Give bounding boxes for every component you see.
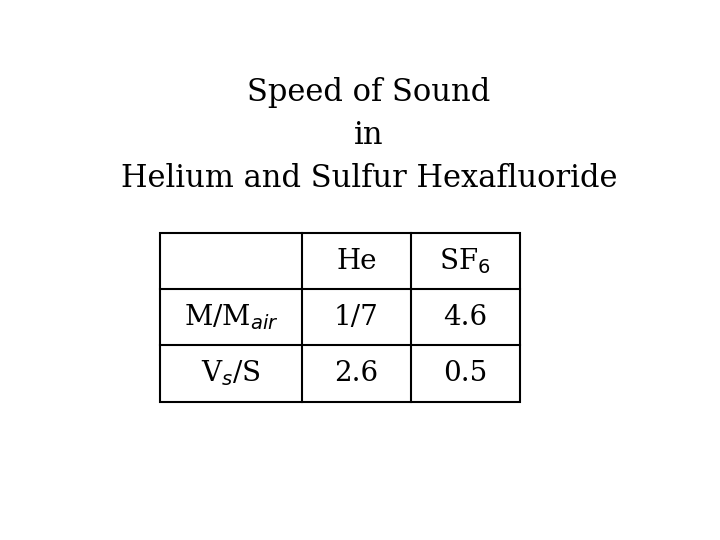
Text: 4.6: 4.6 — [444, 304, 487, 331]
Text: SF$_6$: SF$_6$ — [439, 246, 491, 276]
Text: V$_s$/S: V$_s$/S — [201, 359, 261, 388]
Text: 1/7: 1/7 — [334, 304, 379, 331]
Text: He: He — [336, 248, 377, 275]
Bar — [160, 233, 520, 402]
Text: Speed of Sound
in
Helium and Sulfur Hexafluoride: Speed of Sound in Helium and Sulfur Hexa… — [121, 77, 617, 194]
Text: 0.5: 0.5 — [443, 360, 487, 387]
Text: M/M$_{air}$: M/M$_{air}$ — [184, 302, 279, 332]
Text: 2.6: 2.6 — [334, 360, 379, 387]
